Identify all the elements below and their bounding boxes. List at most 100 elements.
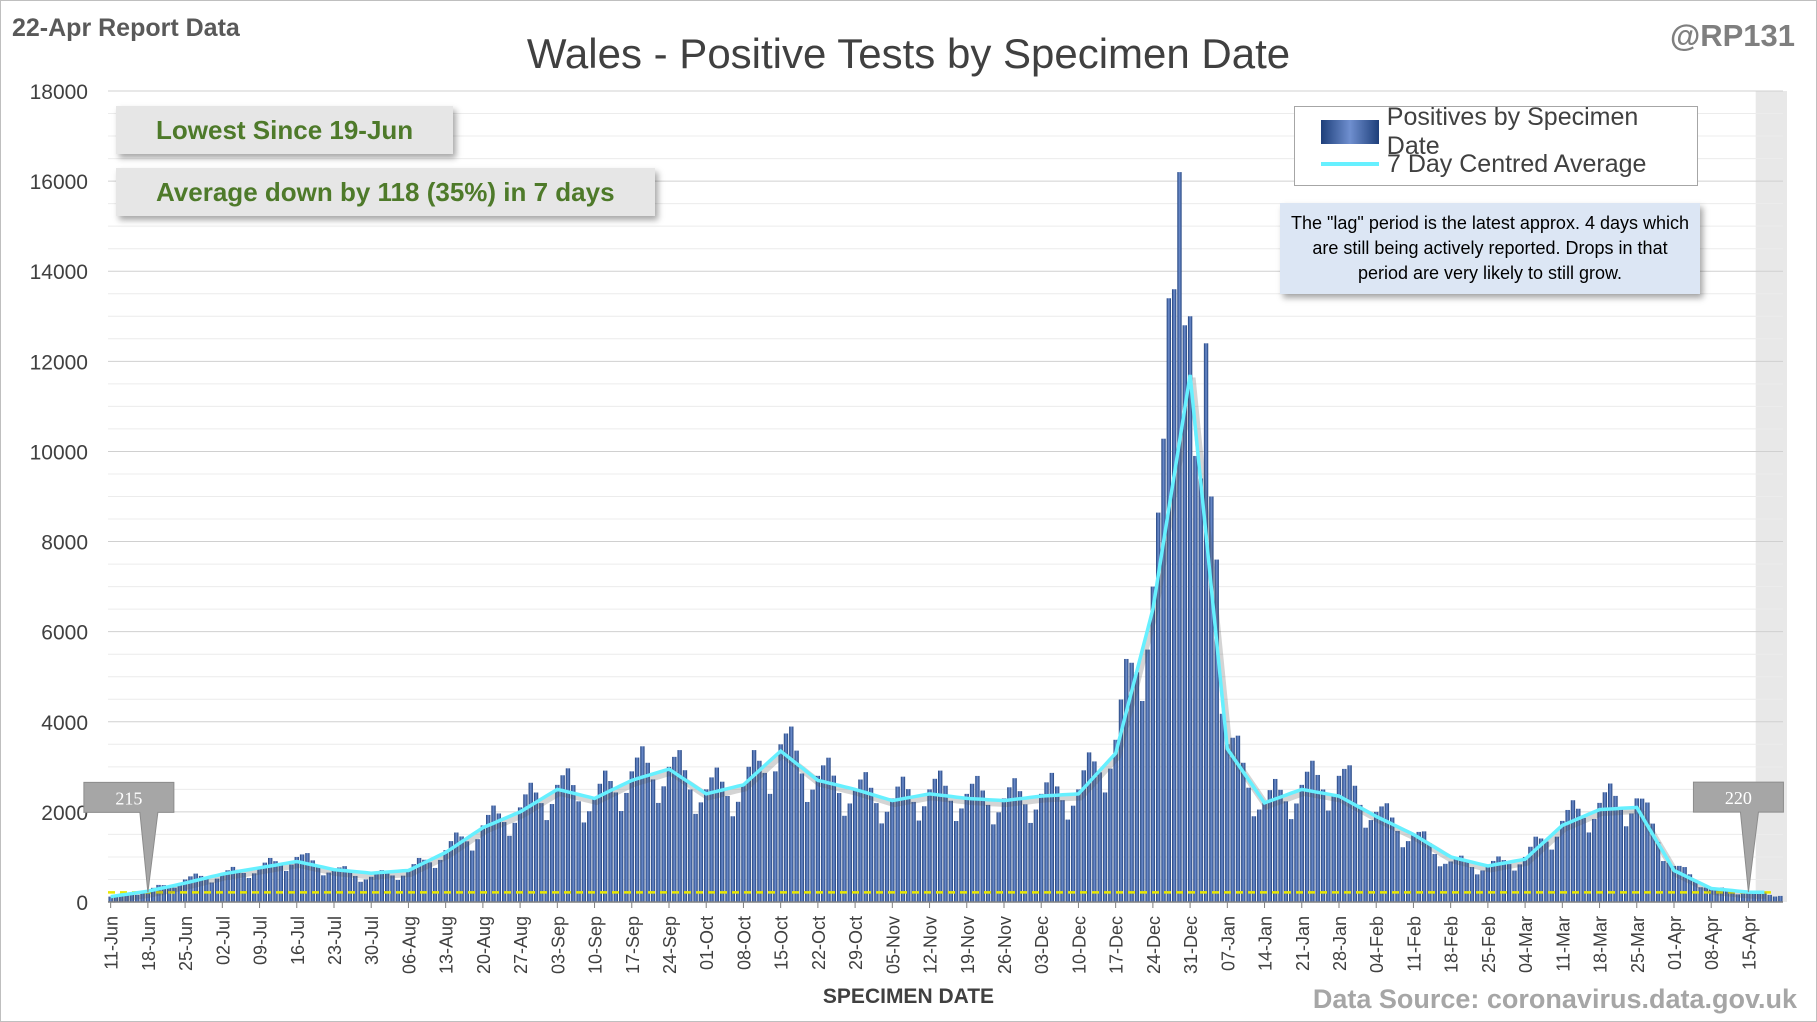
bar — [1124, 658, 1129, 902]
bar — [337, 867, 342, 902]
bar — [969, 783, 975, 902]
bar — [1187, 316, 1193, 902]
bar — [618, 811, 624, 902]
x-tick-label: 01-Oct — [697, 916, 717, 970]
bar — [1469, 867, 1475, 902]
x-tick-label: 31-Dec — [1181, 916, 1201, 974]
bar — [1613, 795, 1618, 902]
bar — [1012, 778, 1017, 902]
bar — [922, 806, 927, 902]
bar — [762, 772, 767, 902]
x-tick-label: 11-Jun — [102, 916, 122, 970]
x-tick-label: 30-Jul — [362, 916, 382, 965]
bar — [369, 876, 374, 902]
bar — [1459, 855, 1464, 902]
x-tick-label: 09-Jul — [251, 916, 271, 965]
bar — [411, 864, 416, 902]
x-tick-label: 04-Feb — [1367, 916, 1387, 973]
bar — [353, 875, 358, 902]
legend-line-swatch — [1321, 162, 1379, 166]
bar — [1421, 831, 1427, 902]
y-tick-label: 0 — [76, 892, 88, 915]
bar — [1140, 701, 1145, 902]
bar — [789, 726, 794, 902]
bar — [1113, 739, 1118, 902]
bar — [1501, 860, 1507, 902]
bar — [1177, 172, 1182, 903]
bar — [1336, 775, 1342, 902]
bar — [486, 814, 491, 902]
bar — [528, 782, 533, 902]
bar — [597, 783, 603, 902]
bar — [587, 811, 592, 902]
bar — [874, 803, 879, 902]
bar — [592, 798, 597, 902]
bar — [1714, 887, 1719, 902]
x-tick-label: 15-Oct — [772, 916, 792, 970]
bar — [448, 841, 454, 902]
bar — [1294, 803, 1299, 902]
bar — [1033, 809, 1039, 902]
bar — [1379, 806, 1384, 902]
x-tick-label: 25-Mar — [1628, 916, 1648, 973]
value-marker-callout — [1692, 781, 1784, 893]
bar — [225, 870, 230, 902]
bar — [1288, 819, 1294, 902]
bar — [236, 869, 241, 902]
bar — [507, 835, 512, 902]
x-tick-label: 05-Nov — [883, 916, 903, 974]
bar — [1432, 854, 1437, 902]
bar — [741, 784, 746, 902]
bar — [624, 792, 629, 902]
bar — [1443, 863, 1448, 902]
bar — [1150, 586, 1156, 902]
bar — [1411, 834, 1416, 902]
bar — [544, 820, 549, 902]
bar — [1517, 864, 1522, 902]
bar — [172, 887, 177, 902]
bar — [1586, 832, 1592, 902]
x-tick-label: 13-Aug — [437, 916, 457, 974]
callout-average-change: Average down by 118 (35%) in 7 days — [116, 168, 655, 216]
bar — [1262, 802, 1267, 902]
bar — [1118, 699, 1124, 902]
bar — [698, 802, 704, 902]
report-date-label: 22-Apr Report Data — [12, 14, 240, 42]
bar — [1608, 783, 1613, 902]
x-tick-label: 11-Mar — [1553, 916, 1573, 972]
bar — [1506, 864, 1512, 902]
x-tick-label: 08-Oct — [734, 916, 754, 970]
bar — [347, 871, 353, 902]
bar — [927, 789, 932, 902]
bar — [1560, 820, 1565, 902]
bar — [868, 787, 874, 902]
bar — [1756, 892, 1762, 902]
bar — [1278, 789, 1283, 902]
bar — [209, 882, 214, 902]
bar — [1522, 856, 1528, 902]
bar — [1198, 478, 1203, 902]
bar — [1331, 794, 1336, 902]
y-tick-label: 14000 — [30, 261, 88, 284]
bar — [1081, 770, 1086, 902]
bar — [331, 869, 337, 902]
bar — [964, 793, 969, 902]
x-tick-label: 25-Feb — [1479, 916, 1499, 973]
bar — [1485, 865, 1491, 902]
bar — [1570, 800, 1576, 902]
x-tick-label: 18-Jun — [139, 916, 159, 971]
bar — [268, 857, 273, 902]
y-tick-label: 12000 — [30, 351, 88, 374]
x-tick-label: 29-Oct — [846, 916, 866, 970]
bar — [1352, 785, 1358, 902]
y-tick-label: 4000 — [41, 712, 88, 735]
bar — [730, 816, 735, 902]
x-tick-label: 11-Feb — [1404, 916, 1424, 972]
bar — [1453, 858, 1459, 902]
bar — [661, 786, 666, 902]
bar — [794, 750, 799, 902]
x-tick-label: 27-Aug — [511, 916, 531, 974]
bar — [422, 859, 427, 902]
bar — [709, 777, 714, 902]
x-tick-label: 06-Aug — [399, 916, 419, 974]
